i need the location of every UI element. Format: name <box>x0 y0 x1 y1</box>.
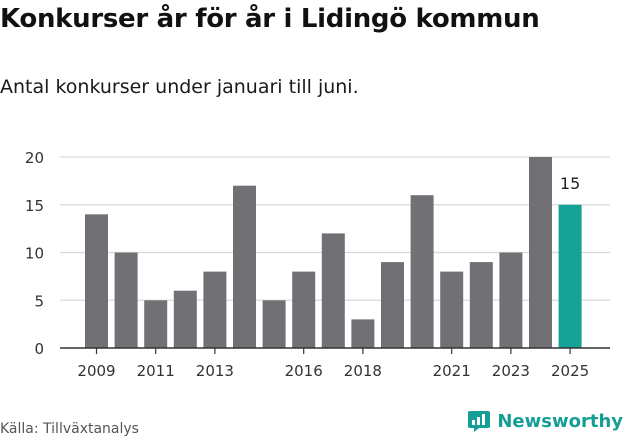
data-label: 15 <box>560 174 580 193</box>
bar <box>529 157 552 348</box>
bar <box>410 195 434 348</box>
x-tick-label: 2016 <box>285 362 323 380</box>
x-tick-label: 2013 <box>196 362 234 380</box>
source-note: Källa: Tillväxtanalys <box>0 421 139 437</box>
bar <box>440 271 464 348</box>
x-tick-label: 2023 <box>492 362 530 380</box>
newsworthy-logo-icon <box>468 411 491 432</box>
bar-chart: 0 5 10 15 20 15 2009 2011 2013 2016 2018 2021 2023 20… <box>25 149 610 380</box>
bar <box>203 271 227 348</box>
x-tick-label: 2018 <box>344 362 382 380</box>
bar <box>144 300 168 349</box>
bars <box>85 157 582 349</box>
bar-highlight <box>558 204 582 349</box>
bar <box>351 319 375 348</box>
x-axis <box>60 347 610 354</box>
y-tick-label: 15 <box>25 197 44 215</box>
x-tick-label: 2011 <box>137 362 175 380</box>
y-tick-label: 0 <box>34 340 44 358</box>
bar <box>233 185 256 348</box>
chart-title: Konkurser år för år i Lidingö kommun <box>0 4 540 34</box>
chart-subtitle: Antal konkurser under januari till juni. <box>0 76 359 98</box>
brand-name: Newsworthy <box>497 410 623 432</box>
x-tick-label: 2009 <box>77 362 115 380</box>
y-tick-label: 10 <box>25 245 44 263</box>
bar <box>85 214 108 348</box>
bar <box>292 271 316 348</box>
bar <box>262 300 286 349</box>
y-tick-label: 20 <box>25 149 44 167</box>
y-tick-label: 5 <box>34 292 44 310</box>
bar <box>173 290 197 348</box>
bar <box>114 252 138 348</box>
bar <box>381 262 404 348</box>
axis-labels: 0 5 10 15 20 15 2009 2011 2013 2016 2018 2021 2023 20… <box>25 149 589 380</box>
x-tick-label: 2021 <box>433 362 471 380</box>
brand-logo[interactable]: Newsworthy <box>467 409 623 433</box>
bar <box>321 233 345 348</box>
bar <box>469 262 493 348</box>
bar <box>499 252 523 348</box>
x-tick-label: 2025 <box>551 362 589 380</box>
